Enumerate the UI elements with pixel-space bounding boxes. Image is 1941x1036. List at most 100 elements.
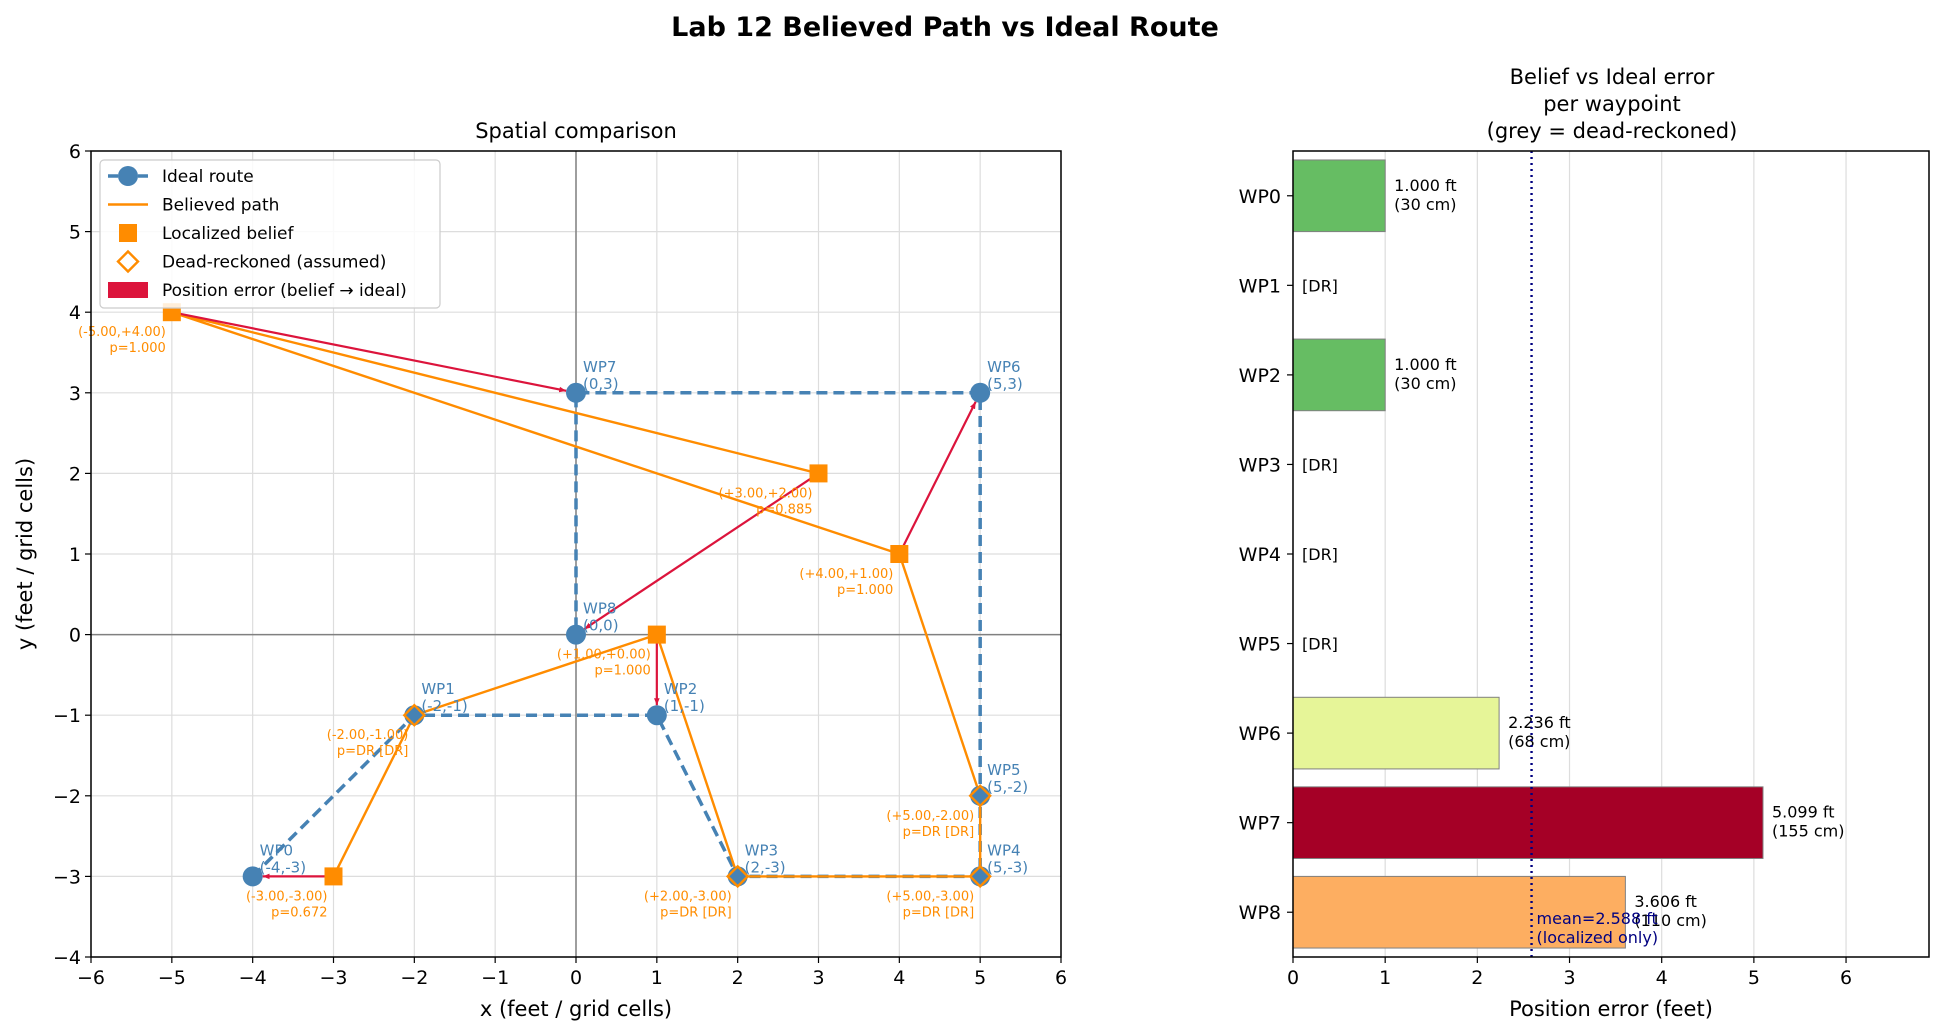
waypoint-coord-label: (-2,-1) xyxy=(421,697,467,715)
right-xtick-label: 6 xyxy=(1840,967,1852,989)
localized-belief-marker xyxy=(809,464,828,483)
left-ytick-label: −2 xyxy=(53,786,81,808)
category-label: WP5 xyxy=(1239,634,1281,656)
bar-value-label: 3.606 ft xyxy=(1634,892,1697,911)
belief-coord-label: (+4.00,+1.00) xyxy=(799,567,893,582)
bar-value-label: 1.000 ft xyxy=(1394,176,1457,195)
ideal-marker-wp7 xyxy=(566,382,586,403)
legend-localized-swatch xyxy=(119,224,137,242)
waypoint-coord-label: (0,3) xyxy=(583,375,619,393)
category-label: WP8 xyxy=(1239,902,1281,924)
waypoint-name-label: WP5 xyxy=(987,761,1020,779)
left-xtick-label: 1 xyxy=(651,967,663,989)
belief-coord-label: (+3.00,+2.00) xyxy=(719,486,813,501)
belief-prob-label: p=1.000 xyxy=(837,583,893,598)
left-ticks: −6 −5 −4 −3 −2 −1 0 1 2 3 4 5 6 −4 −3 −2 −1 0 1 2 3 4 5 6 xyxy=(53,141,1067,989)
right-xtick-label: 3 xyxy=(1563,967,1575,989)
left-chart-title: Spatial comparison xyxy=(475,119,677,143)
left-xtick-label: 5 xyxy=(974,967,986,989)
belief-prob-label: p=DR [DR] xyxy=(903,825,975,840)
legend-ideal-swatch-dot xyxy=(118,166,138,186)
legend-label: Position error (belief → ideal) xyxy=(162,281,407,301)
waypoint-coord-label: (5,-3) xyxy=(987,858,1028,876)
error-arrow-wp8 xyxy=(583,472,820,630)
right-title-line-3: (grey = dead-reckoned) xyxy=(1487,119,1738,143)
left-xtick-label: −5 xyxy=(158,967,186,989)
spatial-comparison-chart: Spatial comparison WP0(-4,-3)WP1(-2,-1)W… xyxy=(13,119,1067,1021)
bar-cm-label: (30 cm) xyxy=(1394,195,1456,214)
mean-sublabel: (localized only) xyxy=(1537,928,1659,947)
waypoint-name-label: WP3 xyxy=(745,841,778,859)
left-xtick-label: −2 xyxy=(400,967,428,989)
left-x-axis-label: x (feet / grid cells) xyxy=(480,997,672,1021)
right-title-line-2: per waypoint xyxy=(1543,92,1681,116)
left-xtick-label: −4 xyxy=(239,967,267,989)
left-ytick-label: −1 xyxy=(53,705,81,727)
waypoint-name-label: WP1 xyxy=(421,680,454,698)
dr-label-wp1: [DR] xyxy=(1302,276,1338,295)
waypoint-coord-label: (0,0) xyxy=(583,617,619,635)
left-xtick-label: 4 xyxy=(893,967,905,989)
dead-reckoned-marker xyxy=(968,784,992,808)
legend-error-swatch xyxy=(108,282,148,298)
left-ytick-label: −3 xyxy=(53,866,81,888)
waypoint-name-label: WP6 xyxy=(987,358,1020,376)
localized-belief-marker xyxy=(890,545,909,563)
belief-coord-label: (-5.00,+4.00) xyxy=(78,325,166,340)
left-xtick-label: −3 xyxy=(319,967,347,989)
right-xtick-label: 2 xyxy=(1471,967,1483,989)
belief-prob-label: p=0.885 xyxy=(756,502,812,517)
left-ytick-label: 4 xyxy=(69,302,81,324)
legend-label: Ideal route xyxy=(162,167,254,187)
belief-prob-label: p=DR [DR] xyxy=(903,905,975,920)
legend-box xyxy=(99,159,441,309)
right-xtick-label: 5 xyxy=(1748,967,1760,989)
belief-prob-label: p=DR [DR] xyxy=(660,905,732,920)
waypoint-name-label: WP8 xyxy=(583,600,616,618)
point-labels: WP0(-4,-3) WP1(-2,-1) WP2(1,-1) WP3(2,-3) WP… xyxy=(78,325,1028,920)
waypoint-name-label: WP7 xyxy=(583,358,616,376)
dead-reckoned-marker xyxy=(968,864,992,889)
category-label: WP3 xyxy=(1239,454,1281,476)
right-xtick-label: 0 xyxy=(1287,967,1299,989)
belief-coord-label: (+5.00,-3.00) xyxy=(886,889,974,904)
right-ticks: 0 1 2 3 4 5 6 WP0 WP1 WP2 WP3 WP4 WP5 WP6 WP7 WP8 xyxy=(1239,186,1852,989)
dr-label-wp4: [DR] xyxy=(1302,545,1338,564)
left-xtick-label: −1 xyxy=(481,967,509,989)
belief-prob-label: p=DR [DR] xyxy=(337,744,409,759)
dead-reckoned-marker xyxy=(725,864,750,889)
error-bar-chart: Belief vs Ideal error per waypoint (grey… xyxy=(1239,65,1930,1021)
bar-value-label: 2.236 ft xyxy=(1508,713,1571,732)
left-xtick-label: 0 xyxy=(570,967,582,989)
legend-dr-swatch xyxy=(116,249,140,274)
left-xtick-label: 3 xyxy=(812,967,824,989)
waypoint-coord-label: (1,-1) xyxy=(664,697,705,715)
legend: Ideal route Believed path Localized belief… xyxy=(99,159,441,309)
dr-label-wp3: [DR] xyxy=(1302,455,1338,474)
legend-label: Believed path xyxy=(162,196,279,216)
dead-reckoned-marker xyxy=(402,703,427,727)
category-label: WP1 xyxy=(1239,275,1281,297)
legend-label: Localized belief xyxy=(162,224,295,244)
bar-value-label: 1.000 ft xyxy=(1394,355,1457,374)
belief-prob-label: p=0.672 xyxy=(271,905,327,920)
category-label: WP7 xyxy=(1239,813,1281,835)
localized-belief-marker xyxy=(647,625,666,644)
belief-coord-label: (+2.00,-3.00) xyxy=(644,889,732,904)
left-ytick-label: 1 xyxy=(69,544,81,566)
right-xtick-label: 1 xyxy=(1379,967,1391,989)
bar-value-label: 5.099 ft xyxy=(1772,803,1835,822)
right-xtick-label: 4 xyxy=(1656,967,1668,989)
left-ytick-label: 2 xyxy=(69,463,81,485)
left-xtick-label: 6 xyxy=(1055,967,1067,989)
left-ytick-label: 5 xyxy=(69,222,81,244)
right-title-line-1: Belief vs Ideal error xyxy=(1510,65,1715,89)
position-error-arrows xyxy=(171,311,977,880)
bar-cm-label: (30 cm) xyxy=(1394,374,1456,393)
waypoint-coord-label: (2,-3) xyxy=(745,858,786,876)
error-arrow-wp6 xyxy=(898,401,977,555)
ideal-marker-wp6 xyxy=(970,382,991,403)
left-ytick-label: −4 xyxy=(53,947,81,969)
mean-label: mean=2.588 ft xyxy=(1537,909,1658,928)
